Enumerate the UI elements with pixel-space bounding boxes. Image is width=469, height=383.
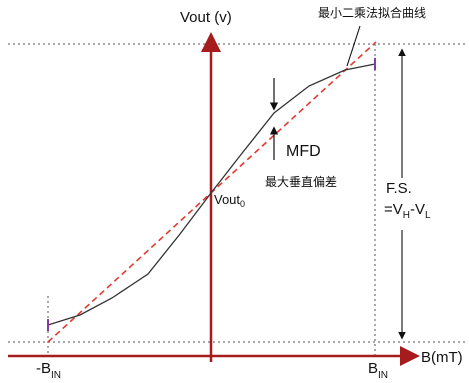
origin-label: Vout0 bbox=[214, 192, 245, 209]
x-min-label: -BIN bbox=[36, 360, 61, 381]
y-axis-label: Vout (v) bbox=[180, 9, 232, 26]
fs-label: F.S. bbox=[386, 180, 412, 197]
fs-formula: =VH-VL bbox=[384, 201, 431, 221]
x-axis-label: B(mT) bbox=[421, 349, 463, 366]
sensor-curve bbox=[47, 63, 376, 326]
fit-line-label: 最小二乘法拟合曲线 bbox=[318, 5, 426, 20]
fit-label-leader bbox=[346, 25, 361, 67]
mfd-label: MFD bbox=[286, 143, 321, 160]
mfd-description: 最大垂直偏差 bbox=[265, 174, 337, 189]
x-max-label: BIN bbox=[368, 360, 388, 381]
